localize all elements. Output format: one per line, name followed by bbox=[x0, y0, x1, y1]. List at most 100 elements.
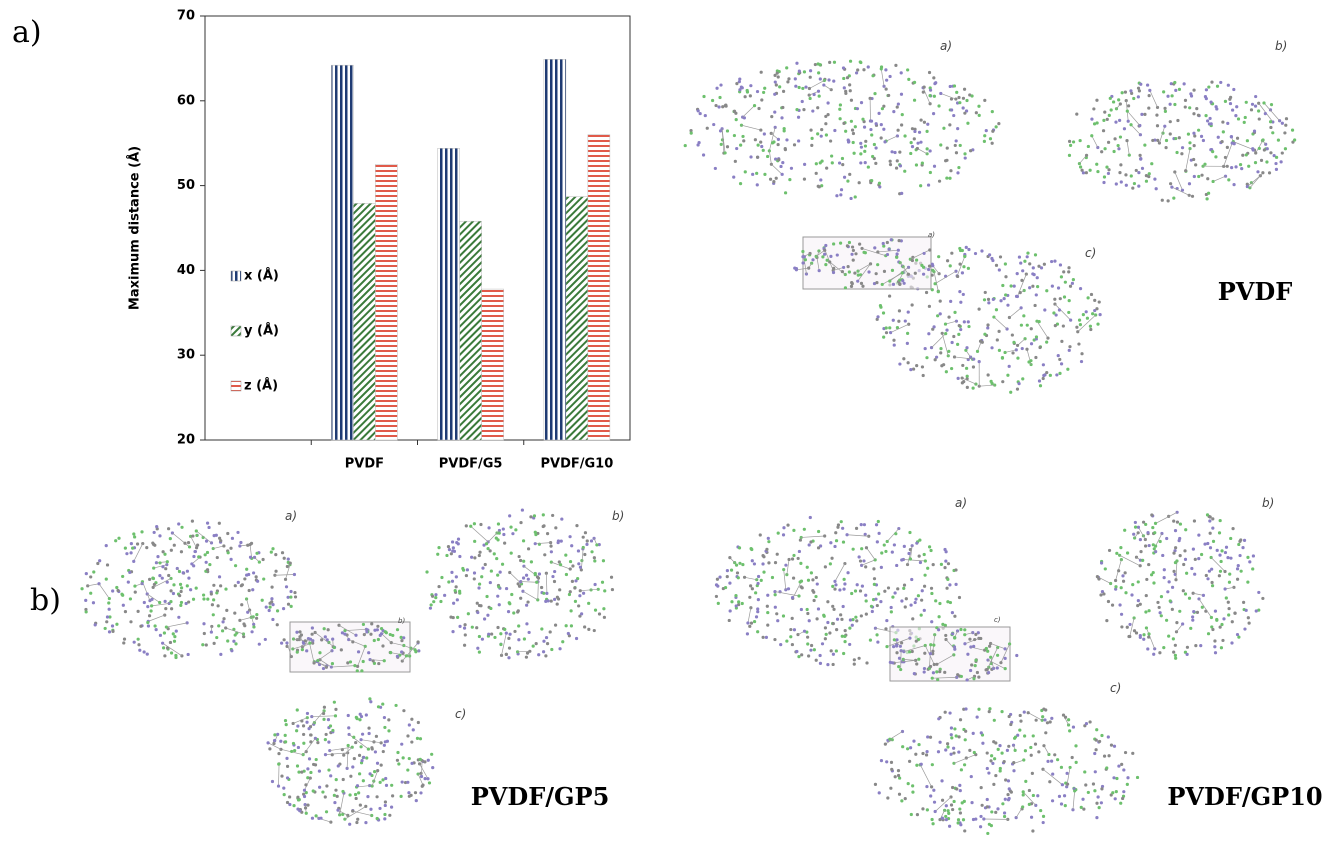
atom bbox=[1211, 517, 1215, 521]
atom bbox=[260, 598, 264, 602]
atom bbox=[840, 617, 844, 621]
bond bbox=[953, 754, 976, 764]
atom bbox=[765, 547, 769, 551]
atom bbox=[347, 726, 351, 730]
atom bbox=[880, 282, 884, 287]
atom bbox=[528, 649, 532, 653]
atom bbox=[1090, 117, 1094, 121]
atom bbox=[537, 572, 542, 576]
atom bbox=[1038, 384, 1043, 388]
atom bbox=[1222, 617, 1226, 621]
atom bbox=[1169, 182, 1173, 186]
atom bbox=[882, 543, 886, 547]
atom bbox=[857, 555, 861, 559]
atom bbox=[764, 635, 769, 639]
atom bbox=[956, 274, 960, 279]
atom bbox=[950, 108, 954, 112]
atom bbox=[1167, 580, 1171, 584]
atom bbox=[741, 134, 745, 139]
atom bbox=[1161, 553, 1165, 558]
atom bbox=[240, 603, 244, 607]
atom bbox=[1047, 752, 1051, 757]
atom bbox=[1178, 554, 1182, 558]
atom bbox=[987, 301, 991, 305]
atom bbox=[984, 129, 988, 133]
atom bbox=[1113, 137, 1117, 141]
atom bbox=[1031, 272, 1035, 276]
atom bbox=[877, 791, 881, 795]
bond bbox=[1079, 155, 1087, 164]
atom bbox=[837, 161, 842, 165]
panel-name: PVDF/GP5 bbox=[471, 782, 610, 811]
sub-label: a) bbox=[940, 39, 952, 53]
atom bbox=[778, 85, 782, 89]
atom bbox=[324, 810, 329, 814]
atom bbox=[1092, 107, 1096, 111]
atom bbox=[300, 719, 304, 723]
atom bbox=[1152, 547, 1156, 551]
atom bbox=[1081, 797, 1085, 801]
atom bbox=[872, 281, 877, 286]
atom bbox=[833, 544, 837, 549]
atom bbox=[989, 759, 993, 763]
atom bbox=[191, 534, 195, 538]
atom bbox=[271, 547, 275, 551]
atom bbox=[964, 707, 968, 711]
atom bbox=[931, 562, 935, 567]
atom bbox=[115, 622, 119, 626]
atom bbox=[372, 638, 376, 643]
atom bbox=[1121, 574, 1125, 578]
bond bbox=[1249, 172, 1264, 189]
atom bbox=[1095, 307, 1099, 311]
atom bbox=[781, 614, 786, 618]
atom bbox=[932, 662, 936, 667]
atom bbox=[416, 640, 420, 644]
atom bbox=[785, 138, 789, 142]
atom bbox=[174, 655, 178, 660]
atom bbox=[346, 743, 350, 748]
atom bbox=[365, 630, 369, 634]
atom bbox=[931, 652, 935, 656]
atom bbox=[1112, 149, 1116, 154]
atom bbox=[934, 355, 939, 359]
atom bbox=[784, 563, 788, 567]
atom bbox=[333, 714, 338, 718]
atom bbox=[164, 607, 168, 611]
atom bbox=[786, 587, 791, 591]
atom bbox=[1172, 551, 1176, 555]
atom bbox=[512, 611, 516, 615]
atom bbox=[316, 658, 320, 663]
atom bbox=[939, 562, 943, 566]
atom bbox=[1006, 303, 1010, 307]
atom bbox=[1246, 580, 1250, 584]
atom bbox=[487, 632, 491, 636]
atom bbox=[549, 544, 553, 548]
atom bbox=[938, 670, 942, 674]
atom bbox=[326, 717, 331, 722]
atom bbox=[938, 299, 942, 303]
atom bbox=[348, 660, 353, 664]
atom bbox=[895, 651, 899, 655]
atom bbox=[986, 831, 990, 836]
atom bbox=[931, 268, 935, 272]
atom bbox=[1029, 342, 1034, 346]
atom bbox=[755, 171, 759, 175]
atom bbox=[397, 762, 401, 766]
atom bbox=[406, 780, 410, 784]
atom bbox=[864, 599, 868, 603]
atom bbox=[738, 77, 742, 81]
atom bbox=[948, 600, 953, 605]
atom bbox=[1017, 255, 1022, 259]
atom bbox=[1279, 160, 1283, 164]
bond bbox=[1015, 806, 1023, 818]
atom bbox=[800, 99, 804, 104]
atom bbox=[1015, 653, 1019, 658]
atom bbox=[177, 615, 181, 619]
atom bbox=[519, 520, 523, 525]
atom bbox=[268, 605, 272, 609]
bond bbox=[153, 578, 172, 588]
atom bbox=[816, 607, 821, 611]
atom bbox=[1226, 600, 1230, 604]
atom bbox=[257, 560, 261, 564]
atom bbox=[1058, 297, 1062, 301]
